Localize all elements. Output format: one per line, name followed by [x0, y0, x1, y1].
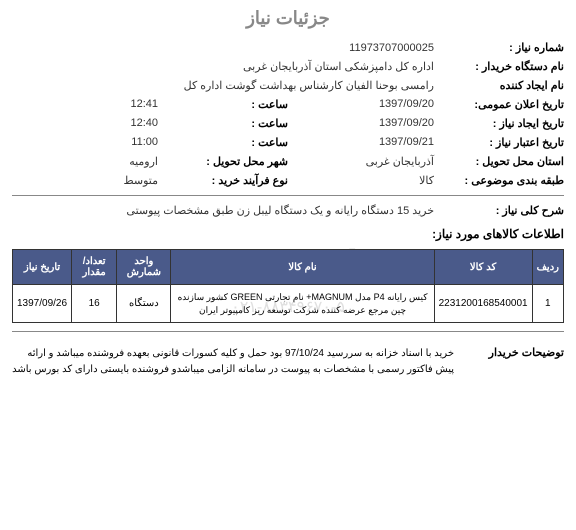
td-qty: 16: [72, 285, 117, 323]
page-title: جزئیات نیاز: [12, 8, 564, 29]
announce-date-label: تاریخ اعلان عمومی:: [434, 98, 564, 111]
items-table: ردیف کد کالا نام کالا واحد شمارش تعداد/ …: [12, 249, 564, 323]
subject-class-value: کالا: [419, 174, 434, 187]
purchase-type-value: متوسط: [123, 174, 158, 187]
td-unit: دستگاه: [117, 285, 171, 323]
need-number-label: شماره نیاز :: [434, 41, 564, 54]
expire-time-value: 11:00: [131, 136, 158, 149]
buyer-org-value: اداره کل دامپزشکی استان آذربایجان غربی: [243, 60, 434, 73]
td-code: 2231200168540001: [434, 285, 532, 323]
divider: [12, 195, 564, 196]
announce-date-value: 1397/09/20: [379, 98, 434, 111]
purchase-type-label: نوع فرآیند خرید :: [158, 174, 288, 187]
buyer-org-label: نام دستگاه خریدار :: [434, 60, 564, 73]
td-date: 1397/09/26: [13, 285, 72, 323]
need-number-value: 11973707000025: [349, 42, 434, 54]
section-title: اطلاعات کالاهای مورد نیاز:: [12, 227, 564, 241]
th-unit: واحد شمارش: [117, 250, 171, 285]
announce-time-label: ساعت :: [158, 98, 288, 111]
delivery-city-label: شهر محل تحویل :: [158, 155, 288, 168]
create-time-label: ساعت :: [158, 117, 288, 130]
th-qty: تعداد/ مقدار: [72, 250, 117, 285]
divider-2: [12, 331, 564, 332]
expire-time-label: ساعت :: [158, 136, 288, 149]
delivery-province-value: آذربایجان غربی: [366, 155, 434, 168]
th-date: تاریخ نیاز: [13, 250, 72, 285]
delivery-city-value: ارومیه: [129, 155, 158, 168]
expire-date-label: تاریخ اعتبار نیاز :: [434, 136, 564, 149]
buyer-notes-text: خرید با اسناد خزانه به سررسید 97/10/24 ب…: [12, 346, 454, 378]
create-time-value: 12:40: [130, 117, 158, 130]
th-name: نام کالا: [171, 250, 434, 285]
creator-label: نام ایجاد کننده: [434, 79, 564, 92]
td-row: 1: [532, 285, 563, 323]
delivery-province-label: استان محل تحویل :: [434, 155, 564, 168]
th-row: ردیف: [532, 250, 563, 285]
table-row: 1 2231200168540001 کیس رایانه P4 مدل MAG…: [13, 285, 564, 323]
creator-value: رامسی بوحنا الفیان کارشناس بهداشت گوشت ا…: [184, 79, 434, 92]
description-label: شرح کلی نیاز :: [434, 204, 564, 217]
description-value: خرید 15 دستگاه رایانه و یک دستگاه لیبل ز…: [126, 204, 434, 217]
expire-date-value: 1397/09/21: [379, 136, 434, 149]
td-name: کیس رایانه P4 مدل MAGNUM+ نام تجارتی GRE…: [171, 285, 434, 323]
buyer-notes-label: توضیحات خریدار: [454, 346, 564, 359]
create-date-label: تاریخ ایجاد نیاز :: [434, 117, 564, 130]
subject-class-label: طبقه بندی موضوعی :: [434, 174, 564, 187]
announce-time-value: 12:41: [130, 98, 158, 111]
create-date-value: 1397/09/20: [379, 117, 434, 130]
th-code: کد کالا: [434, 250, 532, 285]
